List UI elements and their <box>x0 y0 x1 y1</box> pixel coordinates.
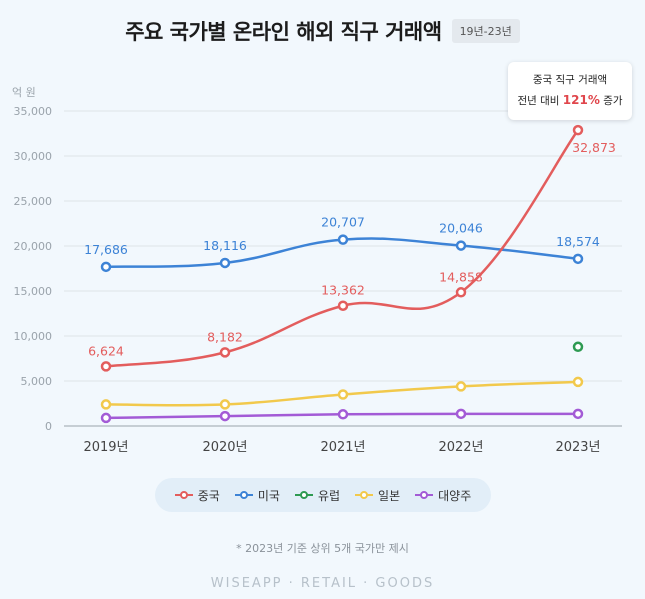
footnote: * 2023년 기준 상위 5개 국가만 제시 <box>236 542 409 555</box>
legend-item: 대양주 <box>415 487 471 504</box>
title-row: 주요 국가별 온라인 해외 직구 거래액 19년-23년 <box>0 16 645 46</box>
data-label-중국: 6,624 <box>88 343 124 358</box>
growth-callout: 중국 직구 거래액 전년 대비 121% 증가 <box>508 62 632 120</box>
legend-marker <box>415 491 434 499</box>
callout-percent: 121% <box>562 93 600 107</box>
series-line-중국 <box>105 129 580 368</box>
data-label-미국: 18,574 <box>556 234 600 249</box>
legend-item: 미국 <box>234 487 280 504</box>
legend-marker <box>294 491 313 499</box>
data-point-대양주 <box>572 408 584 420</box>
chart-title: 주요 국가별 온라인 해외 직구 거래액 <box>125 20 442 44</box>
callout-line1: 중국 직구 거래액 <box>532 74 608 86</box>
y-tick-label: 30,000 <box>14 150 53 163</box>
legend-item: 유럽 <box>294 487 341 504</box>
y-tick-label: 25,000 <box>14 195 53 208</box>
y-axis-unit: 억 원 <box>12 86 36 99</box>
data-point-일본 <box>337 389 349 400</box>
y-tick-label: 5,000 <box>21 375 53 388</box>
data-point-미국 <box>100 261 112 273</box>
data-point-유럽 <box>572 341 584 353</box>
callout-line2: 전년 대비 121% 증가 <box>508 90 632 111</box>
data-point-중국 <box>455 287 467 298</box>
data-point-중국 <box>572 124 584 136</box>
data-label-미국: 17,686 <box>84 242 128 257</box>
data-label-중국: 32,873 <box>572 140 616 155</box>
legend: 중국 미국 유럽 일본 대양주 <box>155 478 491 512</box>
y-tick-label: 10,000 <box>14 330 53 343</box>
brand-watermark: WISEAPP · RETAIL · GOODS <box>210 576 435 591</box>
x-tick-label: 2021년 <box>320 440 365 455</box>
legend-marker <box>355 491 374 499</box>
data-point-중국 <box>100 361 112 372</box>
data-point-중국 <box>337 300 349 311</box>
data-point-미국 <box>572 253 584 265</box>
data-label-미국: 20,707 <box>321 215 365 230</box>
legend-label: 일본 <box>378 488 401 503</box>
data-point-일본 <box>100 399 112 410</box>
y-tick-label: 20,000 <box>14 240 53 253</box>
y-tick-label: 35,000 <box>14 105 53 118</box>
x-tick-label: 2020년 <box>202 440 247 455</box>
data-point-미국 <box>219 257 231 269</box>
y-tick-label: 0 <box>45 420 52 433</box>
legend-item: 중국 <box>174 487 220 504</box>
data-point-중국 <box>219 347 231 358</box>
legend-label: 미국 <box>257 488 280 503</box>
legend-marker <box>174 491 193 499</box>
x-tick-label: 2019년 <box>83 440 128 455</box>
data-point-대양주 <box>100 412 112 424</box>
callout-suffix: 증가 <box>599 95 623 107</box>
data-label-미국: 20,046 <box>439 221 483 236</box>
x-tick-label: 2023년 <box>555 440 600 455</box>
data-point-대양주 <box>219 410 231 422</box>
data-point-미국 <box>455 240 467 251</box>
legend-label: 대양주 <box>438 488 472 503</box>
legend-label: 중국 <box>197 488 220 503</box>
legend-marker <box>234 491 253 499</box>
x-tick-label: 2022년 <box>438 440 483 455</box>
data-label-중국: 14,858 <box>439 269 483 284</box>
data-point-대양주 <box>337 409 349 420</box>
data-point-일본 <box>219 399 231 410</box>
data-label-중국: 8,182 <box>207 329 243 344</box>
callout-prefix: 전년 대비 <box>517 95 563 107</box>
data-label-중국: 13,362 <box>321 283 365 298</box>
legend-item: 일본 <box>355 487 400 504</box>
y-tick-label: 15,000 <box>14 285 53 298</box>
data-point-일본 <box>455 381 467 392</box>
legend-label: 유럽 <box>317 488 341 503</box>
data-point-일본 <box>572 376 584 388</box>
data-label-미국: 18,116 <box>203 238 247 253</box>
period-badge: 19년-23년 <box>451 19 520 43</box>
data-point-대양주 <box>455 408 467 420</box>
data-point-미국 <box>337 234 349 245</box>
